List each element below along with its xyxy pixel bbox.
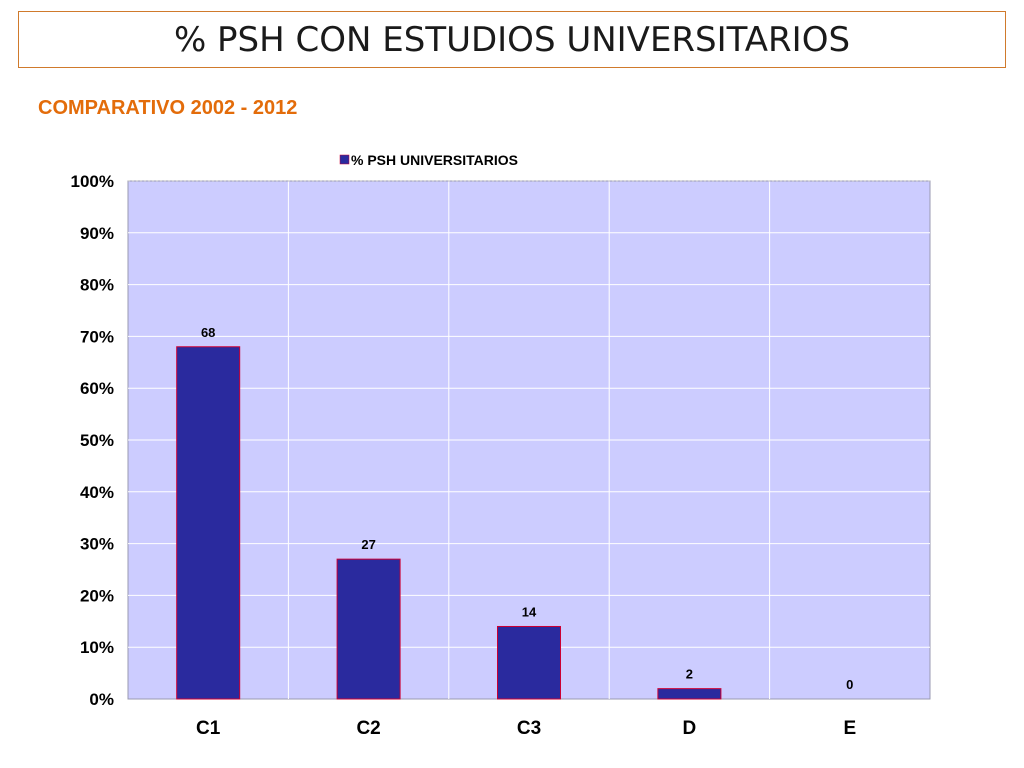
bar-d — [657, 688, 722, 700]
y-tick-label: 10% — [80, 638, 114, 657]
legend-swatch — [339, 154, 350, 165]
x-tick-label-c3: C3 — [517, 718, 541, 739]
y-tick-label: 30% — [80, 535, 114, 554]
page-title: % PSH CON ESTUDIOS UNIVERSITARIOS — [173, 19, 851, 60]
y-tick-label: 50% — [80, 431, 114, 450]
y-tick-label: 20% — [80, 586, 114, 605]
x-tick-label-d: D — [683, 718, 697, 739]
y-tick-label: 100% — [71, 172, 114, 191]
data-label-c1: 68 — [201, 325, 215, 340]
x-tick-label-e: E — [843, 718, 856, 739]
y-tick-label: 70% — [80, 327, 114, 346]
title-box: % PSH CON ESTUDIOS UNIVERSITARIOS — [18, 11, 1006, 68]
y-tick-label: 80% — [80, 276, 114, 295]
data-label-d: 2 — [686, 667, 693, 682]
page-subtitle: COMPARATIVO 2002 - 2012 — [38, 97, 298, 119]
y-tick-label: 60% — [80, 379, 114, 398]
bar-c2 — [336, 558, 401, 700]
y-tick-label: 90% — [80, 224, 114, 243]
legend-label: % PSH UNIVERSITARIOS — [351, 152, 518, 168]
bar-c3 — [497, 625, 561, 700]
x-tick-label-c2: C2 — [356, 718, 380, 739]
data-label-e: 0 — [846, 677, 853, 692]
y-tick-label: 40% — [80, 483, 114, 502]
y-tick-label: 0% — [89, 690, 114, 709]
bar-c1 — [176, 346, 241, 700]
x-tick-label-c1: C1 — [196, 718, 221, 739]
data-label-c2: 27 — [361, 537, 375, 552]
data-label-c3: 14 — [522, 604, 537, 619]
